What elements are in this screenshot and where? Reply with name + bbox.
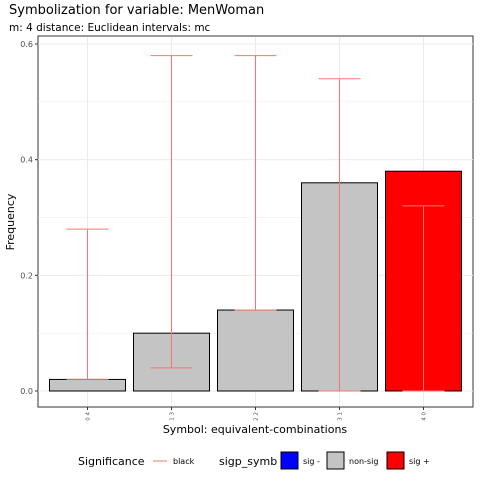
y-tick-label: 0.4 [20,156,33,165]
y-tick-label: 0.0 [20,387,33,396]
legend-key [327,452,344,469]
legend-sigp-items: sig - non-sig sig + [281,452,430,469]
x-tick-label: 2 2 [253,412,259,421]
legend: Significance black sigp_symb sig - non-si… [78,452,430,469]
legend-sigp-item-0: sig - [281,452,320,469]
x-axis-label: Symbol: equivalent-combinations [163,423,348,436]
legend-sigp-title: sigp_symb [219,455,277,468]
legend-key [281,452,298,469]
legend-key [387,452,404,469]
bar-2 [218,310,294,391]
chart-title: Symbolization for variable: MenWoman [9,3,264,18]
x-tick-label: 0 4 [85,411,91,420]
x-tick-label: 3 1 [337,412,343,421]
x-axis: 0 4 1 3 2 2 3 1 4 0 [85,407,427,421]
legend-significance-label: black [173,457,195,466]
x-tick-label: 4 0 [421,411,427,420]
legend-significance-title: Significance [78,455,145,468]
y-tick-label: 0.6 [20,40,33,49]
bar-0 [50,379,126,391]
legend-label: non-sig [349,457,378,466]
legend-label: sig + [409,457,430,466]
legend-sigp-item-1: non-sig [327,452,378,469]
legend-sigp-item-2: sig + [387,452,430,469]
chart-subtitle: m: 4 distance: Euclidean intervals: mc [9,22,211,34]
legend-label: sig - [303,457,320,466]
y-axis-label: Frequency [4,193,17,250]
y-tick-label: 0.2 [20,271,33,280]
x-tick-label: 1 3 [169,411,175,420]
y-axis: 0.0 0.2 0.4 0.6 [20,40,38,396]
